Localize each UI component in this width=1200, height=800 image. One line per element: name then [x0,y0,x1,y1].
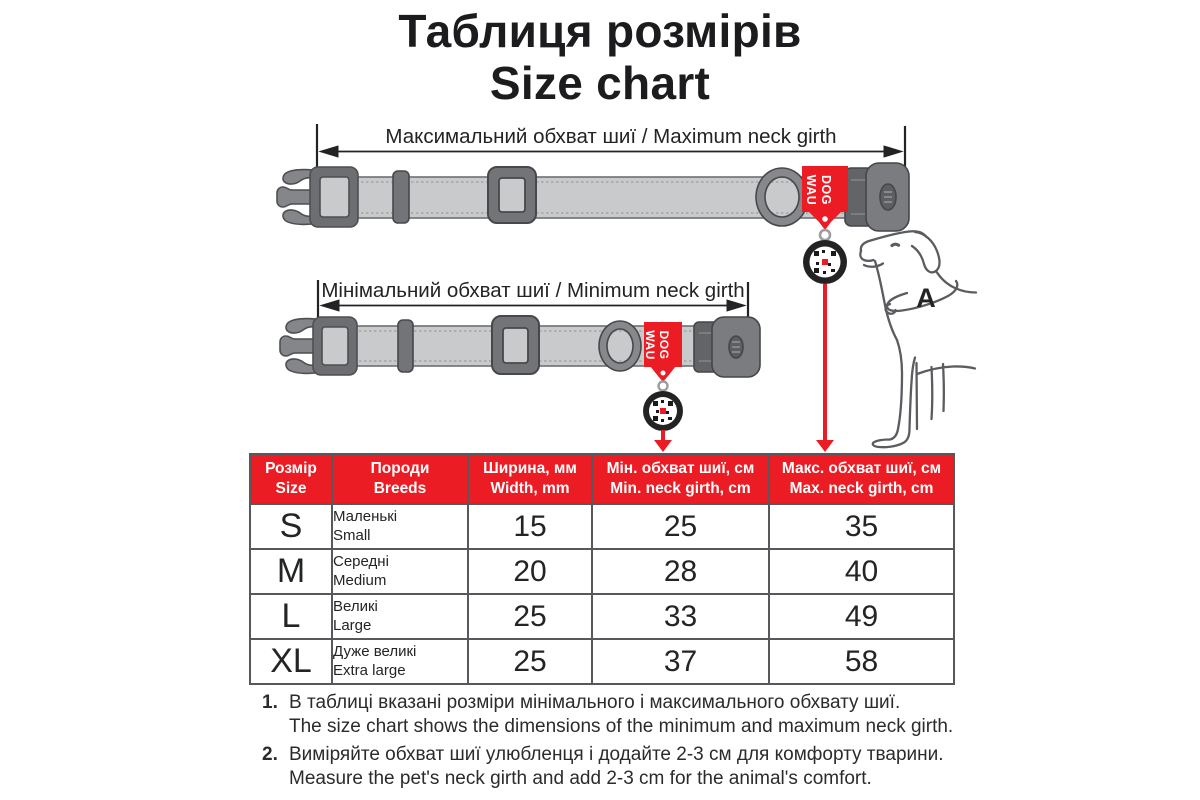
max-pointer-arrow-red-icon [816,284,834,452]
min-girth-label: Мінімальний обхват шиї / Minimum neck gi… [321,279,744,302]
header-text-ua: Мін. обхват шиї, см [606,459,755,477]
header-cell-breeds: Породи Breeds [331,453,469,505]
min-girth-value: 37 [591,638,770,685]
tag-text-wau: WAU [804,175,818,206]
header-cell-min-girth: Мін. обхват шиї, см Min. neck girth, cm [591,453,770,505]
table-row-m: M Середні Medium 20 28 40 [249,548,955,595]
width-value: 25 [467,593,593,640]
max-girth-value: 35 [768,503,955,550]
dog-outline-icon: A [859,230,978,449]
max-girth-label: Максимальний обхват шиї / Maximum neck g… [385,125,836,148]
strap-keeper-icon [392,170,410,224]
waudog-tag: WAU DOG [643,322,683,431]
header-cell-max-girth: Макс. обхват шиї, см Max. neck girth, cm [768,453,955,505]
buckle-female-icon [693,316,761,378]
header-text-ua: Ширина, мм [483,459,577,477]
qr-pet-tag-icon [803,240,847,284]
header-text-en: Max. neck girth, cm [789,480,934,497]
table-row-xl: XL Дуже великі Extra large 25 37 58 [249,638,955,685]
breeds-en: Extra large [333,661,406,679]
header-text-en: Size [275,480,307,497]
max-girth-value: 49 [768,593,955,640]
min-girth-value: 25 [591,503,770,550]
d-ring-icon [598,320,642,372]
breeds-value: Дуже великі Extra large [331,638,469,685]
qr-pet-tag-icon [643,391,683,431]
min-girth-measure-arrow-icon: Мінімальний обхват шиї / Minimum neck gi… [316,279,750,329]
d-ring-icon [755,167,809,227]
tag-text-dog: DOG [819,175,833,205]
breeds-en: Medium [333,571,387,589]
min-girth-value: 33 [591,593,770,640]
header-text-en: Min. neck girth, cm [610,480,751,497]
size-value: XL [249,638,333,685]
width-value: 25 [467,638,593,685]
breeds-ua: Середні [333,552,389,570]
strap-keeper-icon [397,319,414,373]
footnote-2: 2. Виміряйте обхват шиї улюбленця і дода… [262,743,953,791]
width-value: 20 [467,548,593,595]
size-value: S [249,503,333,550]
footnotes: 1. В таблиці вказані розміри мінімальног… [262,691,953,795]
page-title: Таблиця розмірів Size chart [0,5,1200,110]
breeds-en: Large [333,616,372,634]
max-girth-measure-arrow-icon: Максимальний обхват шиї / Maximum neck g… [315,124,907,174]
breeds-ua: Дуже великі [333,642,417,660]
size-value: M [249,548,333,595]
header-text-ua: Породи [370,459,430,477]
header-text-en: Breeds [373,480,427,497]
footnote-ua: В таблиці вказані розміри мінімального і… [289,692,901,713]
page-title-en: Size chart [489,56,711,109]
header-text-en: Width, mm [490,480,570,497]
buckle-male-icon [276,166,359,228]
max-girth-value: 58 [768,638,955,685]
table-row-l: L Великі Large 25 33 49 [249,593,955,640]
header-cell-width: Ширина, мм Width, mm [467,453,593,505]
breeds-ua: Маленькі [333,507,398,525]
tag-text-dog: DOG [657,331,671,360]
size-table: Розмір Size Породи Breeds Ширина, мм Wid… [249,453,955,685]
tag-ring-icon [818,228,832,242]
tag-text-wau: WAU [643,330,657,360]
header-text-ua: Розмір [265,459,317,477]
table-header-row: Розмір Size Породи Breeds Ширина, мм Wid… [249,453,955,505]
header-text-ua: Макс. обхват шиї, см [781,459,942,477]
triglide-slider-icon [487,166,537,224]
max-girth-value: 40 [768,548,955,595]
min-pointer-arrow-red-icon [654,430,672,452]
tag-ring-icon [657,380,669,392]
table-row-s: S Маленькі Small 15 25 35 [249,503,955,550]
width-value: 15 [467,503,593,550]
footnote-en: Measure the pet's neck girth and add 2-3… [289,768,872,789]
triglide-slider-icon [491,315,540,375]
neck-girth-marker: A [916,283,936,313]
footnote-number: 1. [262,692,278,713]
buckle-male-icon [279,316,358,376]
footnote-en: The size chart shows the dimensions of t… [289,716,954,737]
breeds-value: Великі Large [331,593,469,640]
breeds-value: Маленькі Small [331,503,469,550]
waudog-tag: WAU DOG [802,166,848,284]
breeds-en: Small [333,526,371,544]
collar-min-diagram: WAU DOG [279,315,761,452]
collar-max-diagram: WAU DOG [276,162,910,452]
size-value: L [249,593,333,640]
header-cell-size: Розмір Size [249,453,333,505]
breeds-value: Середні Medium [331,548,469,595]
footnote-1: 1. В таблиці вказані розміри мінімальног… [262,691,953,739]
footnote-number: 2. [262,744,278,765]
breeds-ua: Великі [333,597,378,615]
page-title-ua: Таблиця розмірів [398,5,802,57]
footnote-ua: Виміряйте обхват шиї улюбленця і додайте… [289,744,944,765]
buckle-female-icon [844,162,910,232]
min-girth-value: 28 [591,548,770,595]
